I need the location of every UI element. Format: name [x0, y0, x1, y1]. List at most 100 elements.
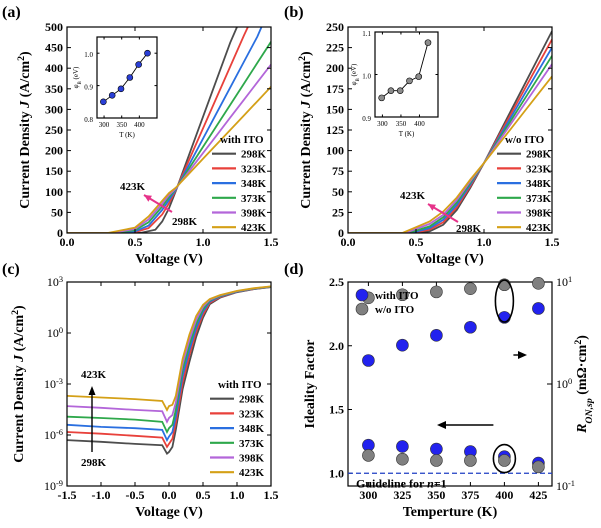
data-point [396, 288, 409, 302]
y-tick-label: 350 [45, 82, 63, 96]
x-tick-label: 300 [99, 121, 110, 129]
annotation-423K: 423K [120, 181, 146, 193]
legend-label: 423K [239, 467, 265, 479]
x-axis-title: Voltage (V) [416, 252, 484, 267]
legend-label: w/o ITO [375, 304, 415, 316]
inset-point [144, 49, 151, 57]
legend-title: w/o ITO [505, 134, 545, 146]
axis-title-part: ) [18, 51, 33, 56]
tick-exponent: 0 [568, 377, 572, 386]
x-tick-label: 350 [427, 488, 445, 502]
tick-base: 10 [44, 377, 56, 391]
tick-exponent: -6 [56, 428, 63, 437]
legend-title: with ITO [220, 134, 264, 146]
y-axis-title: Current Density J (A/cm2) [16, 51, 34, 209]
legend-label: 423K [241, 222, 267, 234]
y-tick-label: 150 [326, 102, 344, 116]
tick-exponent: 0 [59, 326, 63, 335]
axis-title-part: 2 [16, 56, 27, 61]
annotation-298K: 298K [81, 457, 107, 469]
panel-label: (b) [284, 4, 304, 21]
x-tick-label: 0.5 [409, 235, 424, 249]
y-tick-label: 0.8 [84, 116, 93, 124]
data-point [464, 454, 477, 467]
inset-bg [375, 32, 438, 117]
guideline-label: Guideline for n=1 [356, 476, 447, 490]
y-tick-label: 150 [45, 164, 63, 178]
tick-exponent: -3 [56, 377, 63, 386]
data-point [430, 329, 443, 342]
axis-title-part: (eV) [72, 66, 80, 81]
axis-title-part: Current Density [18, 108, 33, 209]
inset-point [387, 87, 395, 94]
axis-title-part: Current Density [299, 108, 314, 209]
axis-title-part: (mΩ·cm [575, 344, 590, 398]
legend-label: 373K [241, 193, 267, 205]
inset-y-title: φB (eV) [350, 63, 361, 85]
axis-title-part: (A/cm [12, 315, 27, 355]
panel-c: (c)-1.5 -1.0 -0.5 0.0 0.5 1.0 1.510-910-610-31… [2, 261, 279, 520]
legend-label: with ITO [375, 290, 419, 302]
y-axis-title: Ideality Factor [303, 339, 318, 428]
axis-title-part: 2 [10, 310, 21, 315]
highlight-ellipse-left [492, 443, 517, 474]
axis-title-part: φ [72, 84, 80, 88]
inset-x-title: T (K) [119, 131, 135, 139]
data-point [396, 440, 409, 453]
tick-base: 10 [47, 326, 59, 340]
y-tick-label: 75 [332, 164, 344, 178]
axis-title-part: Current Density [12, 362, 27, 463]
axis-title-part: =1 [434, 476, 447, 490]
plot-frame [96, 36, 158, 119]
x-tick-label: 1.5 [264, 235, 279, 249]
inset-y-title: φB (eV) [72, 66, 83, 88]
axis-title-part: 2 [573, 340, 584, 345]
axis-title-part: ) [12, 305, 27, 310]
inset: 300 350 400 0.8 0.9 1.0 T (K) φB (eV) [72, 36, 158, 139]
x-tick-label: 375 [461, 488, 479, 502]
data-point [396, 338, 409, 352]
y-tick-label: 100 [326, 144, 344, 158]
x-axis-title: Voltage (V) [135, 505, 203, 520]
legend-label: 398K [241, 208, 267, 220]
y-tick-label: 0.9 [362, 115, 371, 123]
axis-title-part: ON,sp [584, 398, 595, 423]
y-tick-label: 300 [45, 102, 63, 116]
inset-point [117, 85, 125, 93]
inset-point [108, 92, 116, 99]
y-tick-label: 1.0 [84, 51, 93, 59]
data-point [532, 277, 545, 290]
x-tick-label: 1.0 [477, 235, 492, 249]
legend-label: 423K [526, 222, 552, 234]
panel-b: (b)0.0 0.5 1.0 1.50255075100125150175200225… [284, 4, 560, 267]
arrow-head-left [437, 421, 446, 429]
axis-title-part: φ [350, 81, 358, 85]
y-tick-label: 500 [45, 20, 63, 34]
y-tick-label: 250 [45, 123, 63, 137]
y-tick-label: 0 [338, 226, 344, 240]
x-tick-label: 400 [134, 121, 145, 129]
data-point [430, 442, 443, 456]
series-group [67, 285, 271, 455]
inset-x-title: T (K) [399, 130, 415, 138]
axis-title-part: J [299, 100, 314, 109]
x-tick-label: 0.0 [341, 235, 356, 249]
panel-d: (d)300 325 350 375 400 4251.01.52.02.510-1100… [284, 261, 595, 520]
inset-point [424, 39, 432, 46]
legend-label: 398K [239, 453, 265, 465]
tick-label: 10-6 [44, 428, 63, 443]
legend-label: 373K [239, 438, 265, 450]
x-tick-label: 1.5 [264, 488, 279, 502]
y-tick-label: 0 [57, 226, 63, 240]
legend-label: 323K [526, 163, 552, 175]
axis-title-part: 2 [297, 56, 308, 61]
tick-exponent: -1 [568, 479, 575, 488]
data-point [532, 302, 545, 315]
legend-label: 348K [526, 178, 552, 190]
x-tick-label: 400 [414, 120, 425, 128]
legend-label: 348K [239, 423, 265, 435]
tick-label: 10-1 [556, 479, 575, 494]
x-tick-label: 350 [396, 120, 407, 128]
annotation-423K: 423K [400, 190, 426, 202]
axis-title-part: B [78, 80, 83, 84]
